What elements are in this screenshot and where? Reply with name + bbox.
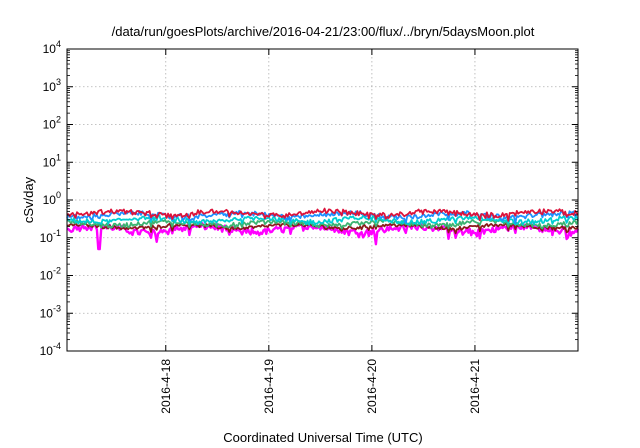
x-tick-label: 2016-4-19: [262, 359, 276, 414]
x-tick-label: 2016-4-18: [159, 359, 173, 414]
y-tick-label: 10-3: [40, 303, 61, 320]
y-tick-label: 103: [43, 77, 61, 94]
series-line: [66, 222, 580, 251]
x-axis: 2016-4-18 2016-4-19 2016-4-20 2016-4-21: [159, 49, 482, 414]
y-tick-label: 102: [43, 115, 61, 132]
chart-title: /data/run/goesPlots/archive/2016-04-21/2…: [112, 24, 535, 39]
y-tick-label: 101: [43, 152, 61, 169]
y-tick-label: 10-1: [40, 228, 61, 245]
y-axis: 10-4 10-3 10-2 10-1 100 101 102 103 104: [40, 39, 578, 358]
grid: [67, 49, 578, 351]
series-line: [66, 218, 579, 230]
y-tick-label: 100: [43, 190, 61, 207]
y-tick-label: 10-4: [40, 341, 61, 358]
y-tick-label: 10-2: [40, 266, 61, 283]
y-tick-label: 104: [43, 39, 61, 56]
series-line: [66, 207, 579, 222]
series-line: [66, 222, 579, 235]
x-tick-label: 2016-4-20: [365, 359, 379, 414]
x-tick-label: 2016-4-21: [468, 359, 482, 414]
y-axis-label: cSv/day: [21, 176, 36, 223]
x-axis-label: Coordinated Universal Time (UTC): [223, 430, 422, 445]
plot-clip-area: [66, 207, 580, 251]
